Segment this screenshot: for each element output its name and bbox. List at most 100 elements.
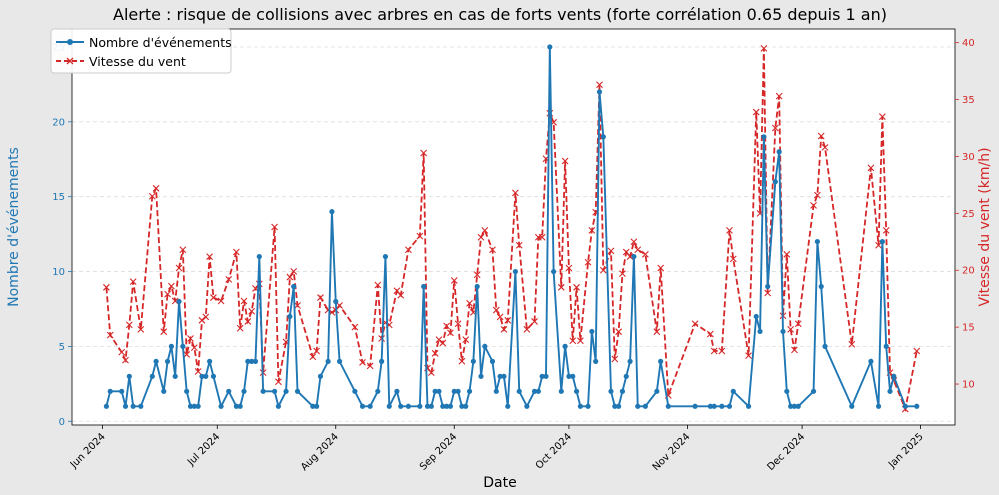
events-point — [883, 343, 889, 349]
events-point — [577, 403, 583, 409]
events-point — [249, 358, 255, 364]
wind-point — [867, 164, 875, 172]
wind-point — [450, 277, 458, 284]
wind-point — [103, 283, 110, 291]
events-point — [868, 358, 874, 364]
events-point — [428, 403, 434, 409]
wind-point — [913, 347, 921, 355]
events-point — [164, 358, 171, 364]
events-point — [887, 388, 893, 394]
events-point — [451, 388, 457, 394]
events-point — [367, 403, 373, 409]
wind-point — [160, 328, 168, 336]
events-point — [260, 388, 266, 394]
wind-point — [718, 347, 726, 355]
events-point — [275, 403, 282, 409]
events-point — [187, 403, 194, 409]
events-point — [814, 238, 820, 245]
wind-point — [125, 321, 133, 329]
events-point — [692, 403, 698, 409]
events-point — [730, 388, 736, 394]
wind-point — [466, 299, 473, 307]
events-point — [233, 403, 239, 409]
events-point — [317, 373, 324, 379]
wind-point — [244, 318, 252, 325]
events-point — [394, 388, 400, 394]
events-point — [585, 403, 591, 409]
wind-point — [653, 328, 661, 336]
events-point — [849, 403, 855, 409]
wind-point — [202, 313, 210, 321]
events-point — [436, 388, 442, 394]
events-line — [105, 46, 917, 409]
legend: Nombre d'événements Vitesse du vent — [50, 28, 232, 74]
events-point — [122, 403, 129, 409]
events-series — [103, 44, 920, 409]
wind-point — [794, 320, 802, 328]
wind-point — [596, 81, 603, 89]
wind-point — [137, 326, 145, 333]
events-point — [875, 403, 882, 409]
events-point — [379, 358, 385, 364]
events-point — [765, 283, 771, 290]
wind-point — [641, 250, 649, 258]
wind-point — [439, 339, 447, 347]
wind-point — [523, 326, 531, 333]
events-point — [161, 388, 167, 394]
wind-point — [619, 270, 626, 278]
wind-point — [634, 246, 642, 254]
events-point — [566, 373, 572, 379]
events-point — [241, 388, 247, 394]
wind-point — [183, 351, 191, 358]
events-point — [386, 403, 392, 409]
wind-point — [443, 322, 450, 330]
wind-point — [882, 227, 890, 234]
wind-point — [764, 289, 772, 297]
events-point — [375, 388, 381, 394]
wind-point — [496, 313, 504, 321]
y-left-tick-label: 10 — [52, 267, 65, 278]
wind-point — [248, 307, 256, 315]
events-point — [466, 388, 473, 394]
events-point — [822, 343, 828, 349]
events-point — [505, 403, 511, 409]
wind-point — [148, 192, 156, 200]
legend-events-label: Nombre d'événements — [89, 35, 232, 50]
y-right-tick-label: 40 — [962, 38, 975, 49]
wind-point — [588, 227, 596, 234]
events-point — [726, 403, 733, 409]
events-point — [398, 403, 404, 409]
wind-point — [454, 320, 462, 328]
wind-series — [103, 44, 921, 413]
wind-point — [366, 362, 374, 370]
wind-point — [164, 290, 171, 298]
y-right-tick-label: 10 — [962, 380, 975, 391]
events-point — [199, 373, 205, 379]
events-point — [501, 373, 507, 379]
wind-point — [726, 227, 733, 234]
wind-point — [615, 328, 623, 336]
events-point — [149, 373, 155, 379]
wind-point — [848, 340, 856, 348]
wind-point — [416, 232, 424, 240]
wind-point — [515, 241, 523, 249]
events-point — [352, 388, 358, 394]
events-point — [516, 388, 522, 394]
wind-point — [106, 331, 114, 339]
events-point — [489, 358, 496, 364]
events-point — [707, 403, 713, 409]
events-point — [608, 388, 614, 394]
wind-point — [599, 266, 607, 274]
wind-point — [512, 189, 519, 197]
wind-point — [129, 278, 137, 286]
wind-point — [210, 294, 217, 301]
events-point — [761, 134, 767, 140]
wind-point — [538, 233, 546, 241]
events-point — [570, 373, 576, 379]
wind-point — [359, 359, 366, 366]
wind-point — [504, 316, 512, 324]
events-point — [623, 373, 629, 379]
legend-box — [50, 28, 232, 74]
wind-point — [691, 320, 699, 328]
events-point — [616, 403, 622, 409]
